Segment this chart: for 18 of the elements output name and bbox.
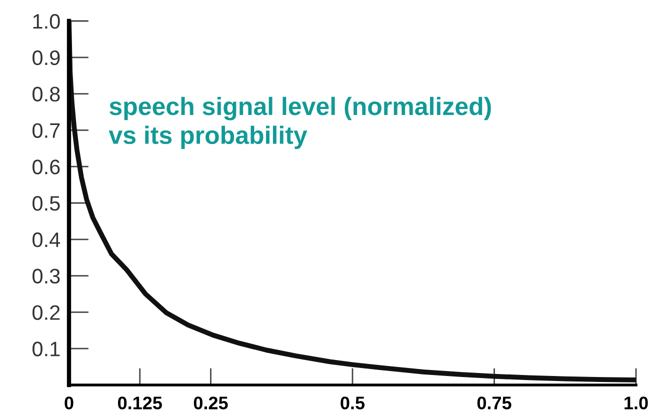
x-tick-label: 0.75 — [477, 396, 512, 410]
line-series — [69, 21, 636, 382]
x-tick-label: 0.25 — [194, 396, 228, 410]
x-tick-label: 0 — [64, 396, 74, 410]
y-tick-label: 0.4 — [32, 232, 60, 248]
y-tick-label: 0.5 — [32, 196, 60, 211]
y-tick-label: 0.9 — [32, 50, 60, 66]
y-tick-label: 0.1 — [32, 342, 60, 356]
x-tick-label: 1.0 — [624, 396, 648, 410]
text: speech signal level (normalized) vs its probability — [108, 96, 491, 149]
y-tick-label: 0.3 — [32, 268, 60, 284]
y-tick-label: 0.8 — [32, 86, 60, 102]
y-tick-label: 0.2 — [32, 305, 60, 320]
y-tick-label: 1.0 — [33, 14, 60, 29]
y-tick-label: 0.7 — [32, 123, 60, 138]
x-tick-label: 0.5 — [340, 396, 365, 410]
y-tick-label: 0.6 — [32, 160, 60, 174]
x-tick-label: 0.125 — [118, 396, 162, 410]
